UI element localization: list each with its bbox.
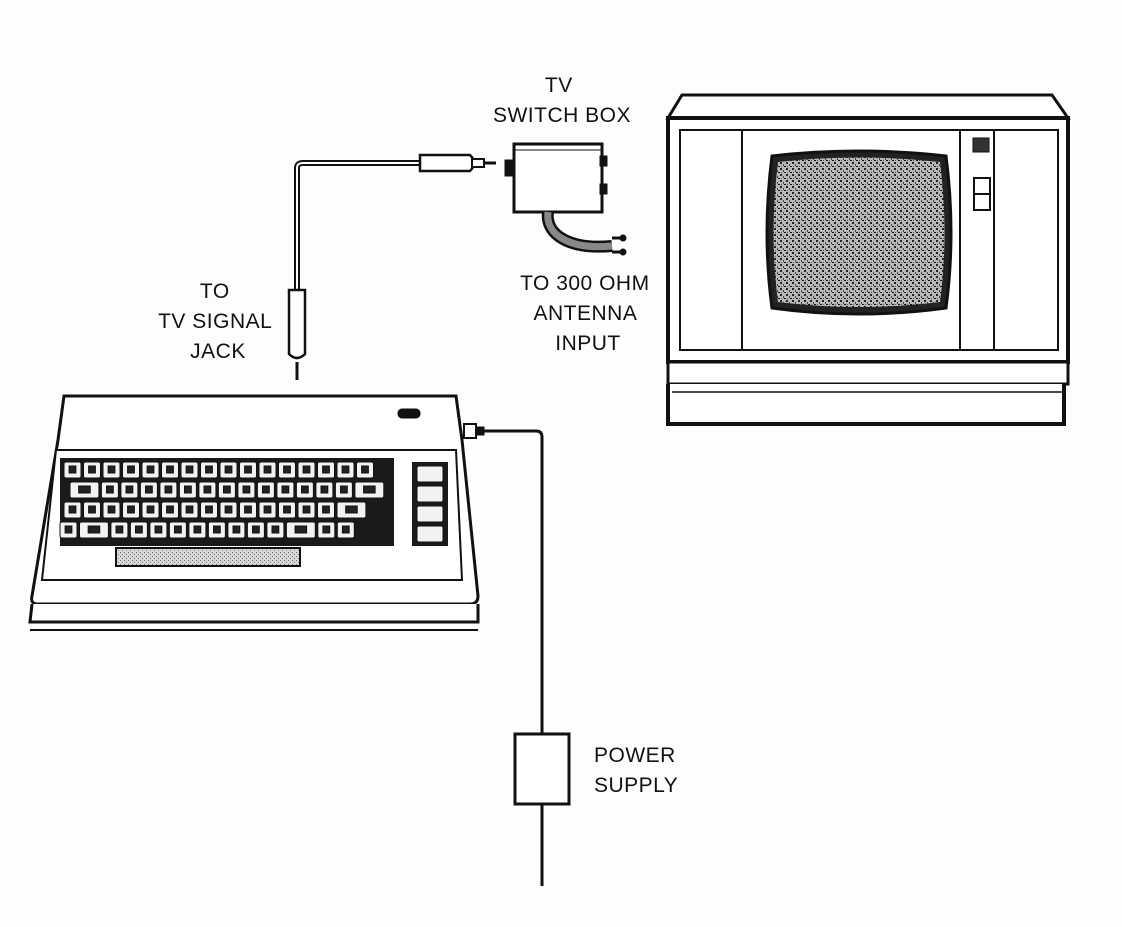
tv-channel-knob	[972, 137, 990, 153]
function-key	[416, 485, 444, 503]
space-bar	[115, 547, 301, 567]
key-glyph	[283, 465, 291, 474]
tv-signal-cable	[287, 153, 496, 380]
key-glyph	[106, 485, 114, 494]
switch-box	[504, 142, 627, 256]
function-key	[416, 505, 444, 523]
key-glyph	[263, 465, 272, 474]
key-glyph	[146, 505, 155, 514]
television	[665, 93, 1071, 426]
key-glyph	[302, 505, 311, 514]
key-glyph	[244, 465, 252, 474]
keyboard-keys	[59, 461, 385, 539]
key-glyph	[107, 465, 116, 474]
key-glyph	[301, 485, 309, 494]
key-glyph	[252, 525, 260, 534]
key-glyph	[294, 525, 308, 534]
key-glyph	[166, 465, 174, 474]
computer-keyboard-unit	[28, 394, 485, 631]
key-glyph	[340, 485, 348, 494]
key-glyph	[262, 485, 270, 494]
key-glyph	[341, 525, 350, 534]
key-glyph	[166, 505, 174, 514]
key-glyph	[224, 505, 233, 514]
key-glyph	[271, 525, 280, 534]
key-glyph	[322, 505, 330, 514]
function-key	[416, 525, 444, 543]
function-keys	[416, 465, 444, 543]
key-glyph	[363, 485, 376, 494]
key-glyph	[281, 485, 290, 494]
key-glyph	[205, 505, 213, 514]
key-glyph	[68, 505, 77, 514]
key-glyph	[223, 485, 231, 494]
key-glyph	[154, 525, 163, 534]
function-key	[416, 465, 444, 483]
power-supply-box	[513, 732, 571, 806]
key-glyph	[322, 465, 330, 474]
key-glyph	[185, 505, 194, 514]
power-led	[397, 408, 421, 419]
switch-box-label: TV SWITCH BOX	[493, 74, 631, 127]
key-glyph	[320, 485, 329, 494]
key-glyph	[283, 505, 291, 514]
antenna-input-label: TO 300 OHM ANTENNA INPUT	[520, 272, 656, 355]
power-supply-label: POWER SUPPLY	[594, 744, 682, 797]
key-glyph	[115, 525, 124, 534]
key-glyph	[203, 485, 212, 494]
key-glyph	[64, 525, 73, 534]
key-glyph	[135, 525, 143, 534]
key-glyph	[244, 505, 252, 514]
key-glyph	[125, 485, 134, 494]
power-cord	[484, 429, 544, 886]
key-glyph	[232, 525, 241, 534]
key-glyph	[88, 465, 96, 474]
key-glyph	[88, 505, 96, 514]
key-glyph	[145, 485, 153, 494]
key-glyph	[107, 505, 116, 514]
key-glyph	[184, 485, 192, 494]
key-glyph	[174, 525, 182, 534]
key-glyph	[127, 465, 135, 474]
key-glyph	[213, 525, 221, 534]
key-glyph	[87, 525, 101, 534]
key-glyph	[341, 465, 350, 474]
key-glyph	[263, 505, 272, 514]
key-glyph	[361, 465, 369, 474]
key-glyph	[302, 465, 311, 474]
key-glyph	[127, 505, 135, 514]
key-glyph	[205, 465, 213, 474]
key-glyph	[146, 465, 155, 474]
key-glyph	[322, 525, 331, 534]
key-glyph	[185, 465, 194, 474]
key-glyph	[242, 485, 251, 494]
key-glyph	[68, 465, 77, 474]
key-glyph	[78, 485, 91, 494]
key-glyph	[345, 505, 358, 514]
key-glyph	[224, 465, 233, 474]
key-glyph	[164, 485, 173, 494]
key-glyph	[193, 525, 202, 534]
signal-jack-label: TO TV SIGNAL JACK	[158, 280, 278, 363]
